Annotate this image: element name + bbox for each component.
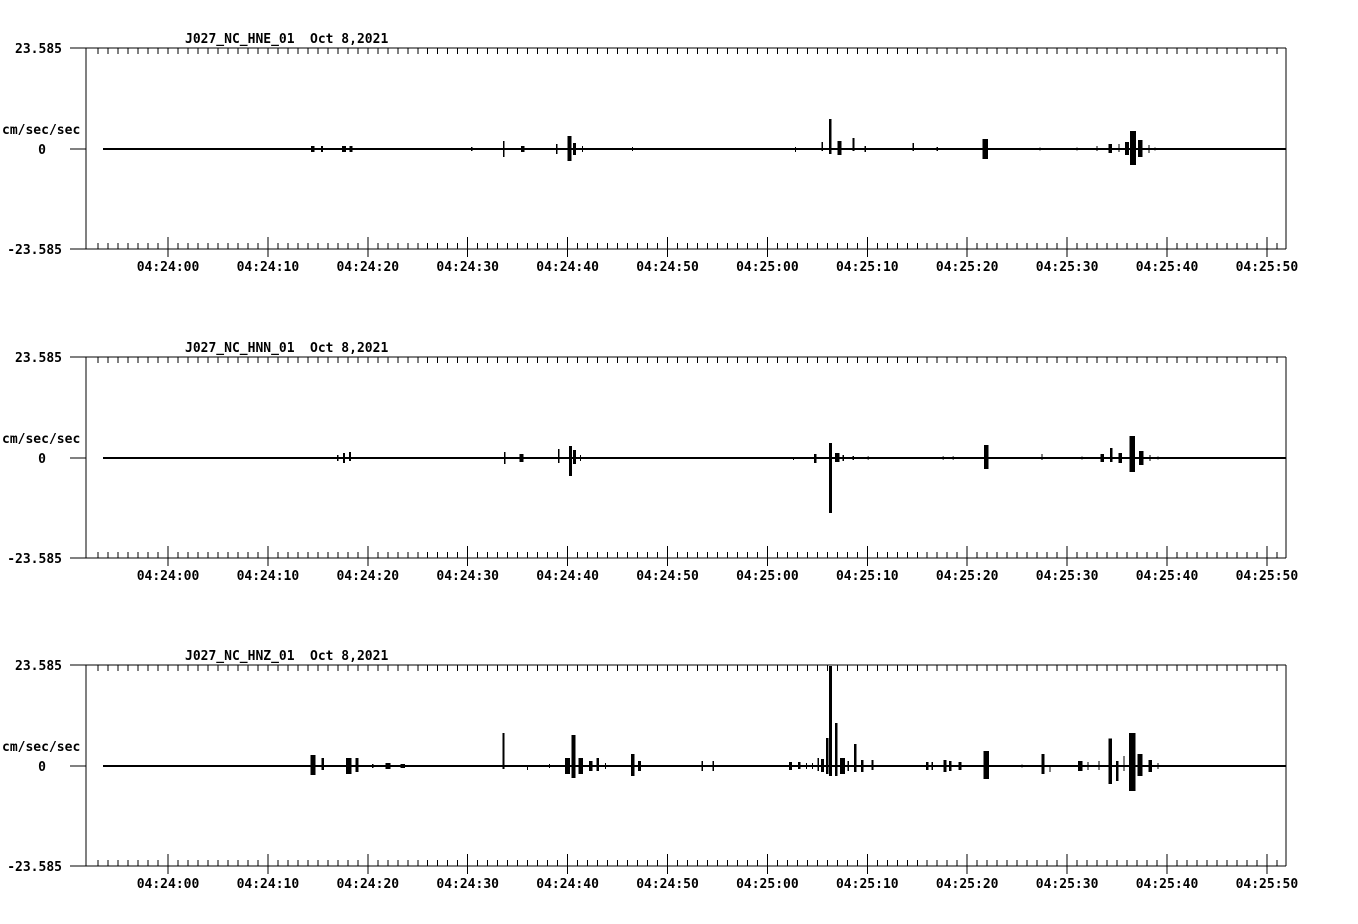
y-label-zero: 0 bbox=[38, 143, 46, 158]
panel-date: Oct 8,2021 bbox=[310, 32, 388, 47]
x-tick-label: 04:25:10 bbox=[836, 260, 899, 275]
x-tick-label: 04:24:00 bbox=[137, 569, 200, 584]
x-tick-label: 04:25:30 bbox=[1036, 877, 1099, 892]
x-tick-label: 04:25:50 bbox=[1236, 260, 1299, 275]
waveform-spikes bbox=[179, 665, 1249, 792]
x-tick-label: 04:25:30 bbox=[1036, 260, 1099, 275]
x-tick-label: 04:24:10 bbox=[237, 877, 300, 892]
panel-title: J027_NC_HNN_01 bbox=[185, 341, 295, 356]
y-label-min: -23.585 bbox=[7, 243, 62, 258]
x-tick-label: 04:25:50 bbox=[1236, 877, 1299, 892]
waveform-panel-J027_NC_HNE_01: J027_NC_HNE_01 Oct 8,2021 23.585 cm/sec/sec… bbox=[2, 32, 1298, 275]
x-tick-label: 04:25:40 bbox=[1136, 260, 1199, 275]
x-tick-label: 04:24:40 bbox=[536, 260, 599, 275]
x-tick-label: 04:24:30 bbox=[436, 569, 499, 584]
waveform-panel-J027_NC_HNN_01: J027_NC_HNN_01 Oct 8,2021 23.585 cm/sec/sec… bbox=[2, 341, 1298, 584]
x-tick-label: 04:25:40 bbox=[1136, 569, 1199, 584]
x-tick-label: 04:25:20 bbox=[936, 260, 999, 275]
x-tick-label: 04:24:20 bbox=[336, 569, 399, 584]
x-tick-label: 04:25:00 bbox=[736, 877, 799, 892]
panel-title: J027_NC_HNE_01 bbox=[185, 32, 295, 47]
x-tick-label: 04:25:00 bbox=[736, 260, 799, 275]
x-tick-label: 04:24:50 bbox=[636, 877, 699, 892]
waveform-spikes bbox=[313, 435, 1159, 513]
x-tick-label: 04:24:30 bbox=[436, 877, 499, 892]
x-tick-label: 04:24:20 bbox=[336, 877, 399, 892]
x-tick-label: 04:24:40 bbox=[536, 877, 599, 892]
y-label-zero: 0 bbox=[38, 452, 46, 467]
x-tick-label: 04:24:30 bbox=[436, 260, 499, 275]
y-label-min: -23.585 bbox=[7, 552, 62, 567]
y-axis-units-label: cm/sec/sec bbox=[2, 123, 80, 138]
x-tick-label: 04:25:20 bbox=[936, 877, 999, 892]
x-tick-label: 04:24:50 bbox=[636, 569, 699, 584]
x-tick-label: 04:24:20 bbox=[336, 260, 399, 275]
x-tick-label: 04:24:40 bbox=[536, 569, 599, 584]
x-tick-label: 04:24:10 bbox=[237, 260, 300, 275]
y-label-max: 23.585 bbox=[15, 351, 62, 366]
y-axis-units-label: cm/sec/sec bbox=[2, 432, 80, 447]
x-tick-label: 04:25:00 bbox=[736, 569, 799, 584]
x-tick-label: 04:25:10 bbox=[836, 877, 899, 892]
y-axis-units-label: cm/sec/sec bbox=[2, 740, 80, 755]
x-tick-label: 04:24:10 bbox=[237, 569, 300, 584]
panel-date: Oct 8,2021 bbox=[310, 341, 388, 356]
x-tick-label: 04:25:50 bbox=[1236, 569, 1299, 584]
x-tick-label: 04:25:20 bbox=[936, 569, 999, 584]
x-tick-label: 04:24:00 bbox=[137, 260, 200, 275]
x-tick-label: 04:24:50 bbox=[636, 260, 699, 275]
panel-date: Oct 8,2021 bbox=[310, 649, 388, 664]
x-tick-label: 04:25:10 bbox=[836, 569, 899, 584]
y-label-zero: 0 bbox=[38, 760, 46, 775]
panel-title: J027_NC_HNZ_01 bbox=[185, 649, 295, 664]
x-tick-label: 04:24:00 bbox=[137, 877, 200, 892]
y-label-max: 23.585 bbox=[15, 659, 62, 674]
x-tick-label: 04:25:40 bbox=[1136, 877, 1199, 892]
y-label-max: 23.585 bbox=[15, 42, 62, 57]
waveform-spikes bbox=[179, 119, 1156, 166]
y-label-min: -23.585 bbox=[7, 860, 62, 875]
waveform-panel-J027_NC_HNZ_01: J027_NC_HNZ_01 Oct 8,2021 23.585 cm/sec/sec… bbox=[2, 649, 1298, 892]
x-tick-label: 04:25:30 bbox=[1036, 569, 1099, 584]
